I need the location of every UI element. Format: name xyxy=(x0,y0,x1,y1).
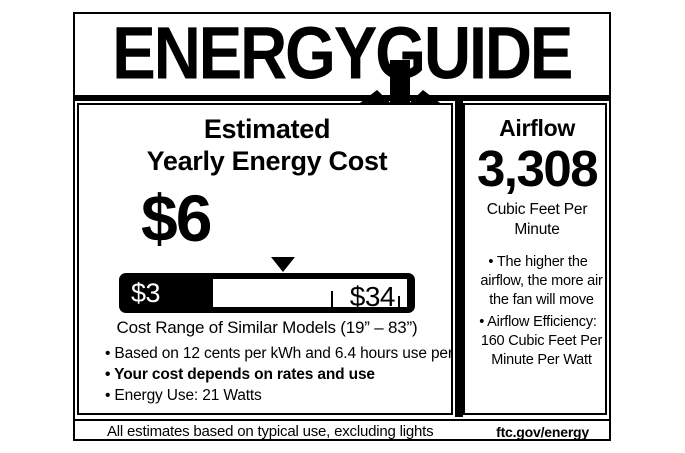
panel-divider xyxy=(455,101,463,417)
cost-range-low-label: $3 xyxy=(131,278,161,308)
cost-range-inner-area: $34 xyxy=(213,279,407,312)
energyguide-logo: ENERGYGUIDE xyxy=(75,14,609,96)
estimated-cost-panel: Estimated Yearly Energy Cost $6 $3 $34 C… xyxy=(77,103,482,415)
cost-range-bar: $3 $34 xyxy=(119,257,415,313)
airflow-title: Airflow xyxy=(499,115,575,141)
airflow-units: Cubic Feet Per Minute xyxy=(486,201,588,238)
estimated-cost-value: $6 xyxy=(141,181,212,255)
footer: All estimates based on typical use, excl… xyxy=(77,423,607,440)
estimated-cost-title-line1: Estimated xyxy=(203,114,331,144)
cost-range-high-label: $34 xyxy=(349,281,396,312)
left-bullet-3: • Energy Use: 21 Watts xyxy=(105,387,262,404)
left-panel-bullets: • Based on 12 cents per kWh and 6.4 hour… xyxy=(105,343,482,406)
right-panel-bullets: • The higher the airflow, the more air t… xyxy=(471,253,605,370)
left-bullet-1: • Based on 12 cents per kWh and 6.4 hour… xyxy=(105,345,482,362)
cost-range-tick-1 xyxy=(331,291,333,308)
right-bullet-1: • The higher the airflow, the more air t… xyxy=(480,254,603,308)
left-bullet-2: • Your cost depends on rates and use xyxy=(105,366,375,383)
cost-range-caption: Cost Range of Similar Models (19” – 83”) xyxy=(116,318,418,337)
cost-range-tick-2 xyxy=(398,296,400,307)
estimated-cost-title-line2: Yearly Energy Cost xyxy=(146,146,388,176)
footer-url[interactable]: ftc.gov/energy xyxy=(496,424,589,440)
energyguide-logo-text: ENERGYGUIDE xyxy=(112,14,573,95)
cost-range-track: $3 $34 xyxy=(119,273,415,313)
footer-note: All estimates based on typical use, excl… xyxy=(107,423,434,440)
airflow-panel: Airflow 3,308 Cubic Feet Per Minute • Th… xyxy=(463,103,607,415)
header-divider-rule xyxy=(75,95,609,101)
footer-divider-rule xyxy=(75,419,609,421)
estimated-cost-title: Estimated Yearly Energy Cost xyxy=(79,113,455,177)
right-bullet-2: • Airflow Efficiency: 160 Cubic Feet Per… xyxy=(479,314,603,368)
airflow-value: 3,308 xyxy=(476,140,599,197)
range-marker-triangle xyxy=(271,257,295,272)
